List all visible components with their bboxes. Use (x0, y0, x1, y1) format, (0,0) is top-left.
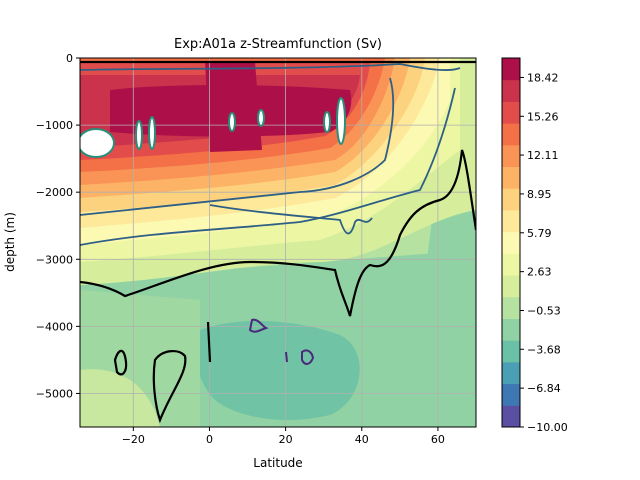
colorbar: −10.00 −6.84 −3.68 −0.53 2.63 5.79 8.95 12.11 15… (501, 57, 568, 434)
contour-negative-2 (301, 349, 315, 365)
strong-cell-west (80, 128, 115, 158)
x-axis-label: Latitude (253, 456, 302, 470)
colorbar-tick-label: 2.63 (527, 266, 552, 279)
colorbar-tick-label: −3.68 (527, 343, 561, 356)
colorbar-band (502, 123, 520, 146)
colorbar-band (502, 166, 520, 189)
x-tick-label: −20 (122, 433, 145, 446)
x-tick-label: 40 (355, 433, 369, 446)
field-north-band (410, 164, 476, 427)
strong-cell-c (228, 112, 236, 132)
contour-zero-cell-1 (113, 349, 128, 376)
y-tick-label: 0 (66, 52, 73, 65)
colorbar-band (502, 58, 520, 81)
y-axis-label: depth (m) (3, 212, 17, 272)
gridlines (80, 58, 476, 427)
colorbar-band (502, 361, 520, 385)
field-abyssal-core (195, 320, 360, 420)
y-tick-label: −1000 (36, 119, 73, 132)
colorbar-tick-label: 18.42 (527, 71, 559, 84)
y-tick-label: −3000 (36, 253, 73, 266)
contour-negative-3 (285, 351, 288, 363)
colorbar-band (502, 275, 520, 298)
colorbar-band (502, 188, 520, 211)
field-equator-core (205, 62, 262, 152)
colorbar-tick-label: −0.53 (527, 305, 561, 318)
contour-upper-2 (80, 87, 456, 246)
plot-area (80, 58, 476, 427)
x-axis: −20 0 20 40 60 (122, 427, 445, 446)
strong-cell-d (257, 109, 265, 127)
colorbar-band (502, 296, 520, 319)
colorbar-frame (501, 57, 521, 428)
colorbar-band (502, 144, 520, 168)
contour-upper-3 (80, 77, 395, 216)
y-tick-label: −5000 (36, 387, 73, 400)
colorbar-tick-label: −6.84 (527, 382, 561, 395)
contours-positive (80, 63, 461, 246)
chart-title: Exp:A01a z-Streamfunction (Sv) (174, 37, 382, 52)
colorbar-tick-label: −10.00 (527, 421, 568, 434)
x-tick-label: 20 (279, 433, 293, 446)
colorbar-band (502, 79, 520, 102)
contour-negative-1 (248, 318, 269, 333)
colorbar-tick-label: 8.95 (527, 188, 552, 201)
colorbar-band (502, 253, 520, 276)
strong-cell-f (336, 97, 346, 145)
x-tick-label: 60 (431, 433, 445, 446)
colorbar-band (502, 340, 520, 363)
colorbar-band (502, 318, 520, 341)
strong-cell-a (135, 120, 143, 150)
colorbar-band (502, 101, 520, 124)
contours-negative (248, 318, 315, 365)
y-axis: 0 −1000 −2000 −3000 −4000 −5000 (36, 52, 80, 400)
contours-zero (80, 60, 476, 424)
field-south-bottom (80, 369, 160, 427)
contour-deep-wiggle (209, 204, 373, 235)
contour-zero-main (80, 149, 476, 317)
colorbar-band (502, 383, 520, 406)
colorbar-band (502, 405, 520, 428)
colorbar-band (502, 231, 520, 254)
strong-cell-e (323, 111, 331, 133)
contour-upper-1 (80, 63, 461, 71)
colorbar-tick-label: 5.79 (527, 227, 552, 240)
y-tick-label: −4000 (36, 320, 73, 333)
x-tick-label: 0 (206, 433, 213, 446)
contour-zero-line-3 (206, 321, 212, 363)
y-tick-label: −2000 (36, 186, 73, 199)
colorbar-bands (502, 58, 520, 428)
colorbar-band (502, 209, 520, 233)
contour-zero-cell-2 (152, 350, 187, 424)
contours-strong (80, 97, 346, 158)
plot-frame (79, 57, 477, 428)
colorbar-tick-label: 12.11 (527, 149, 559, 162)
colorbar-tick-label: 15.26 (527, 110, 559, 123)
colorbar-ticks: −10.00 −6.84 −3.68 −0.53 2.63 5.79 8.95 12.11 15… (520, 71, 568, 434)
strong-cell-b (148, 116, 156, 150)
